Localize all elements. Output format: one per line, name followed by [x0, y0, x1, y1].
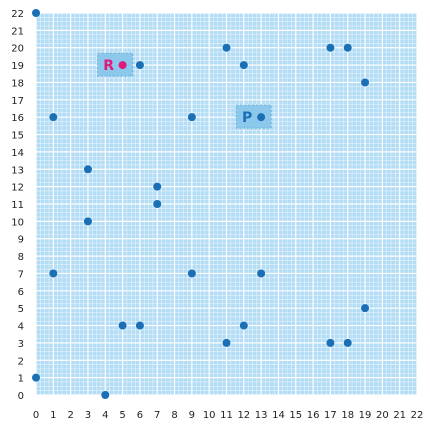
data-point [32, 9, 40, 17]
y-tick-label: 18 [11, 78, 24, 89]
y-tick-label: 22 [11, 9, 24, 20]
x-tick-label: 7 [154, 410, 160, 421]
y-tick-label: 16 [11, 113, 24, 124]
data-point [83, 217, 92, 226]
data-point [187, 269, 196, 278]
x-tick-label: 10 [203, 410, 216, 421]
x-tick-label: 5 [119, 410, 125, 421]
data-point [32, 373, 40, 382]
y-tick-label: 3 [18, 339, 24, 350]
data-point [222, 43, 231, 52]
labeled-point-marker [118, 61, 127, 70]
data-point [83, 165, 92, 174]
x-tick-label: 2 [67, 410, 73, 421]
x-tick-label: 0 [33, 410, 39, 421]
x-tick-label: 22 [411, 410, 424, 421]
data-points [32, 9, 370, 399]
x-tick-label: 19 [359, 410, 372, 421]
data-point [239, 321, 248, 330]
x-tick-label: 11 [220, 410, 233, 421]
y-tick-label: 20 [11, 44, 24, 55]
data-point [326, 43, 335, 52]
labeled-point-marker [257, 113, 266, 122]
label-highlight-box [97, 52, 134, 77]
data-point [326, 338, 335, 347]
x-tick-label: 14 [272, 410, 285, 421]
y-tick-label: 21 [11, 26, 24, 37]
x-tick-label: 3 [85, 410, 91, 421]
x-tick-label: 4 [102, 410, 108, 421]
y-tick-label: 10 [11, 217, 24, 228]
data-point [101, 391, 110, 399]
x-tick-label: 8 [171, 410, 177, 421]
data-point [49, 269, 58, 278]
x-tick-label: 13 [255, 410, 268, 421]
y-tick-label: 19 [11, 61, 24, 72]
y-tick-label: 13 [11, 165, 24, 176]
x-axis-ticks: 0 1 2 3 4 5 6 7 8 9 10 11 12 13 14 15 16 17 18 19 20 21 22 [33, 410, 424, 421]
x-tick-label: 12 [237, 410, 250, 421]
x-tick-label: 18 [341, 410, 354, 421]
y-tick-label: 11 [11, 200, 24, 211]
labeled-point-r: R [97, 52, 134, 77]
y-tick-label: 12 [11, 183, 24, 194]
data-point [135, 321, 144, 330]
x-tick-label: 1 [50, 410, 56, 421]
y-tick-label: 2 [18, 356, 24, 367]
data-point [49, 113, 58, 122]
x-tick-label: 16 [307, 410, 320, 421]
data-point [222, 338, 231, 347]
label-highlight-box [235, 104, 272, 129]
data-point [343, 43, 352, 52]
data-point [153, 182, 162, 191]
labeled-points: PR [97, 52, 272, 129]
y-tick-label: 1 [18, 374, 24, 385]
data-point [343, 338, 352, 347]
data-point [239, 61, 248, 70]
x-tick-label: 15 [289, 410, 302, 421]
x-tick-label: 20 [376, 410, 389, 421]
labeled-point-p: P [235, 104, 272, 129]
data-point [187, 113, 196, 122]
x-tick-label: 17 [324, 410, 337, 421]
point-label: R [103, 58, 114, 74]
y-tick-label: 4 [18, 322, 24, 333]
y-tick-label: 8 [18, 252, 24, 263]
data-point [153, 200, 162, 208]
data-point [135, 61, 144, 70]
x-tick-label: 6 [137, 410, 143, 421]
data-point [118, 321, 127, 330]
y-tick-label: 17 [11, 96, 24, 107]
point-label: P [242, 110, 252, 126]
y-tick-label: 15 [11, 131, 24, 142]
y-tick-label: 9 [18, 235, 24, 246]
data-point [257, 269, 266, 278]
x-tick-label: 21 [393, 410, 406, 421]
y-tick-label: 7 [18, 269, 24, 280]
data-point [361, 78, 370, 87]
y-tick-label: 0 [18, 391, 24, 402]
grid-lines [35, 12, 418, 396]
y-tick-label: 5 [18, 304, 24, 315]
x-tick-label: 9 [189, 410, 195, 421]
y-tick-label: 14 [11, 148, 24, 159]
y-tick-label: 6 [18, 287, 24, 298]
data-point [361, 304, 370, 313]
